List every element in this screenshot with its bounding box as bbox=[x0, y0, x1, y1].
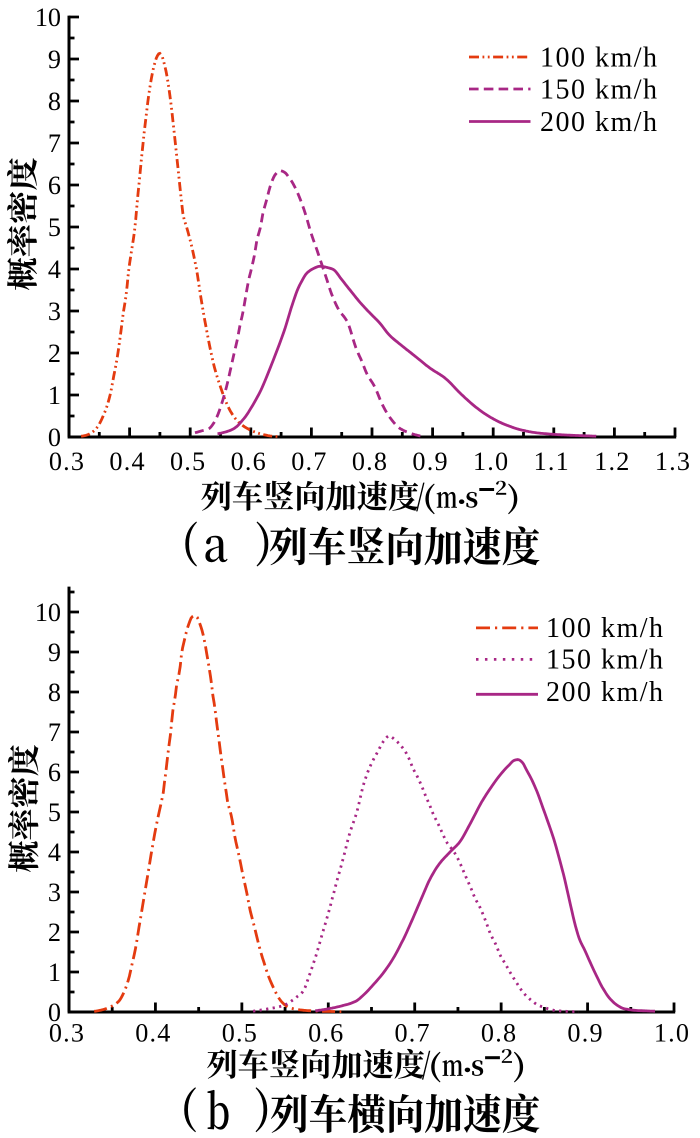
svg-text:0: 0 bbox=[48, 423, 61, 452]
svg-text:200 km/h: 200 km/h bbox=[540, 107, 659, 138]
svg-text:0.3: 0.3 bbox=[49, 447, 85, 476]
svg-text:0.9: 0.9 bbox=[567, 1019, 603, 1048]
svg-text:2: 2 bbox=[48, 339, 61, 368]
svg-text:3: 3 bbox=[48, 878, 61, 907]
svg-text:5: 5 bbox=[48, 798, 61, 827]
svg-text:3: 3 bbox=[48, 297, 61, 326]
svg-text:0.7: 0.7 bbox=[291, 447, 327, 476]
svg-text:0: 0 bbox=[48, 998, 61, 1027]
svg-text:1.3: 1.3 bbox=[655, 447, 691, 476]
svg-text:7: 7 bbox=[48, 718, 61, 747]
svg-text:1.0: 1.0 bbox=[654, 1019, 690, 1048]
svg-text:1.1: 1.1 bbox=[534, 447, 570, 476]
svg-text:150 km/h: 150 km/h bbox=[540, 75, 659, 106]
svg-text:1.0: 1.0 bbox=[473, 447, 509, 476]
svg-text:8: 8 bbox=[48, 678, 61, 707]
svg-text:0.5: 0.5 bbox=[170, 447, 206, 476]
svg-text:2: 2 bbox=[48, 918, 61, 947]
svg-text:10: 10 bbox=[35, 3, 61, 32]
svg-text:0.8: 0.8 bbox=[481, 1019, 517, 1048]
svg-text:0.7: 0.7 bbox=[395, 1019, 431, 1048]
svg-text:0.4: 0.4 bbox=[135, 1019, 171, 1048]
svg-text:9: 9 bbox=[48, 45, 61, 74]
svg-text:1.2: 1.2 bbox=[594, 447, 630, 476]
svg-text:6: 6 bbox=[48, 171, 61, 200]
svg-text:4: 4 bbox=[48, 838, 61, 867]
svg-text:4: 4 bbox=[48, 255, 61, 284]
svg-text:8: 8 bbox=[48, 87, 61, 116]
svg-text:6: 6 bbox=[48, 758, 61, 787]
svg-text:5: 5 bbox=[48, 213, 61, 242]
svg-text:7: 7 bbox=[48, 129, 61, 158]
svg-text:0.8: 0.8 bbox=[352, 447, 388, 476]
svg-text:0.6: 0.6 bbox=[231, 447, 267, 476]
svg-text:0.6: 0.6 bbox=[308, 1019, 344, 1048]
svg-text:200 km/h: 200 km/h bbox=[546, 677, 665, 708]
svg-text:0.4: 0.4 bbox=[109, 447, 145, 476]
svg-text:0.3: 0.3 bbox=[49, 1019, 85, 1048]
svg-text:100 km/h: 100 km/h bbox=[546, 613, 665, 644]
svg-text:0.5: 0.5 bbox=[222, 1019, 258, 1048]
svg-text:1: 1 bbox=[48, 958, 61, 987]
svg-text:100 km/h: 100 km/h bbox=[540, 43, 659, 74]
svg-text:10: 10 bbox=[35, 598, 61, 627]
svg-text:1: 1 bbox=[48, 381, 61, 410]
svg-text:150 km/h: 150 km/h bbox=[546, 645, 665, 676]
svg-text:0.9: 0.9 bbox=[412, 447, 448, 476]
svg-text:9: 9 bbox=[48, 638, 61, 667]
